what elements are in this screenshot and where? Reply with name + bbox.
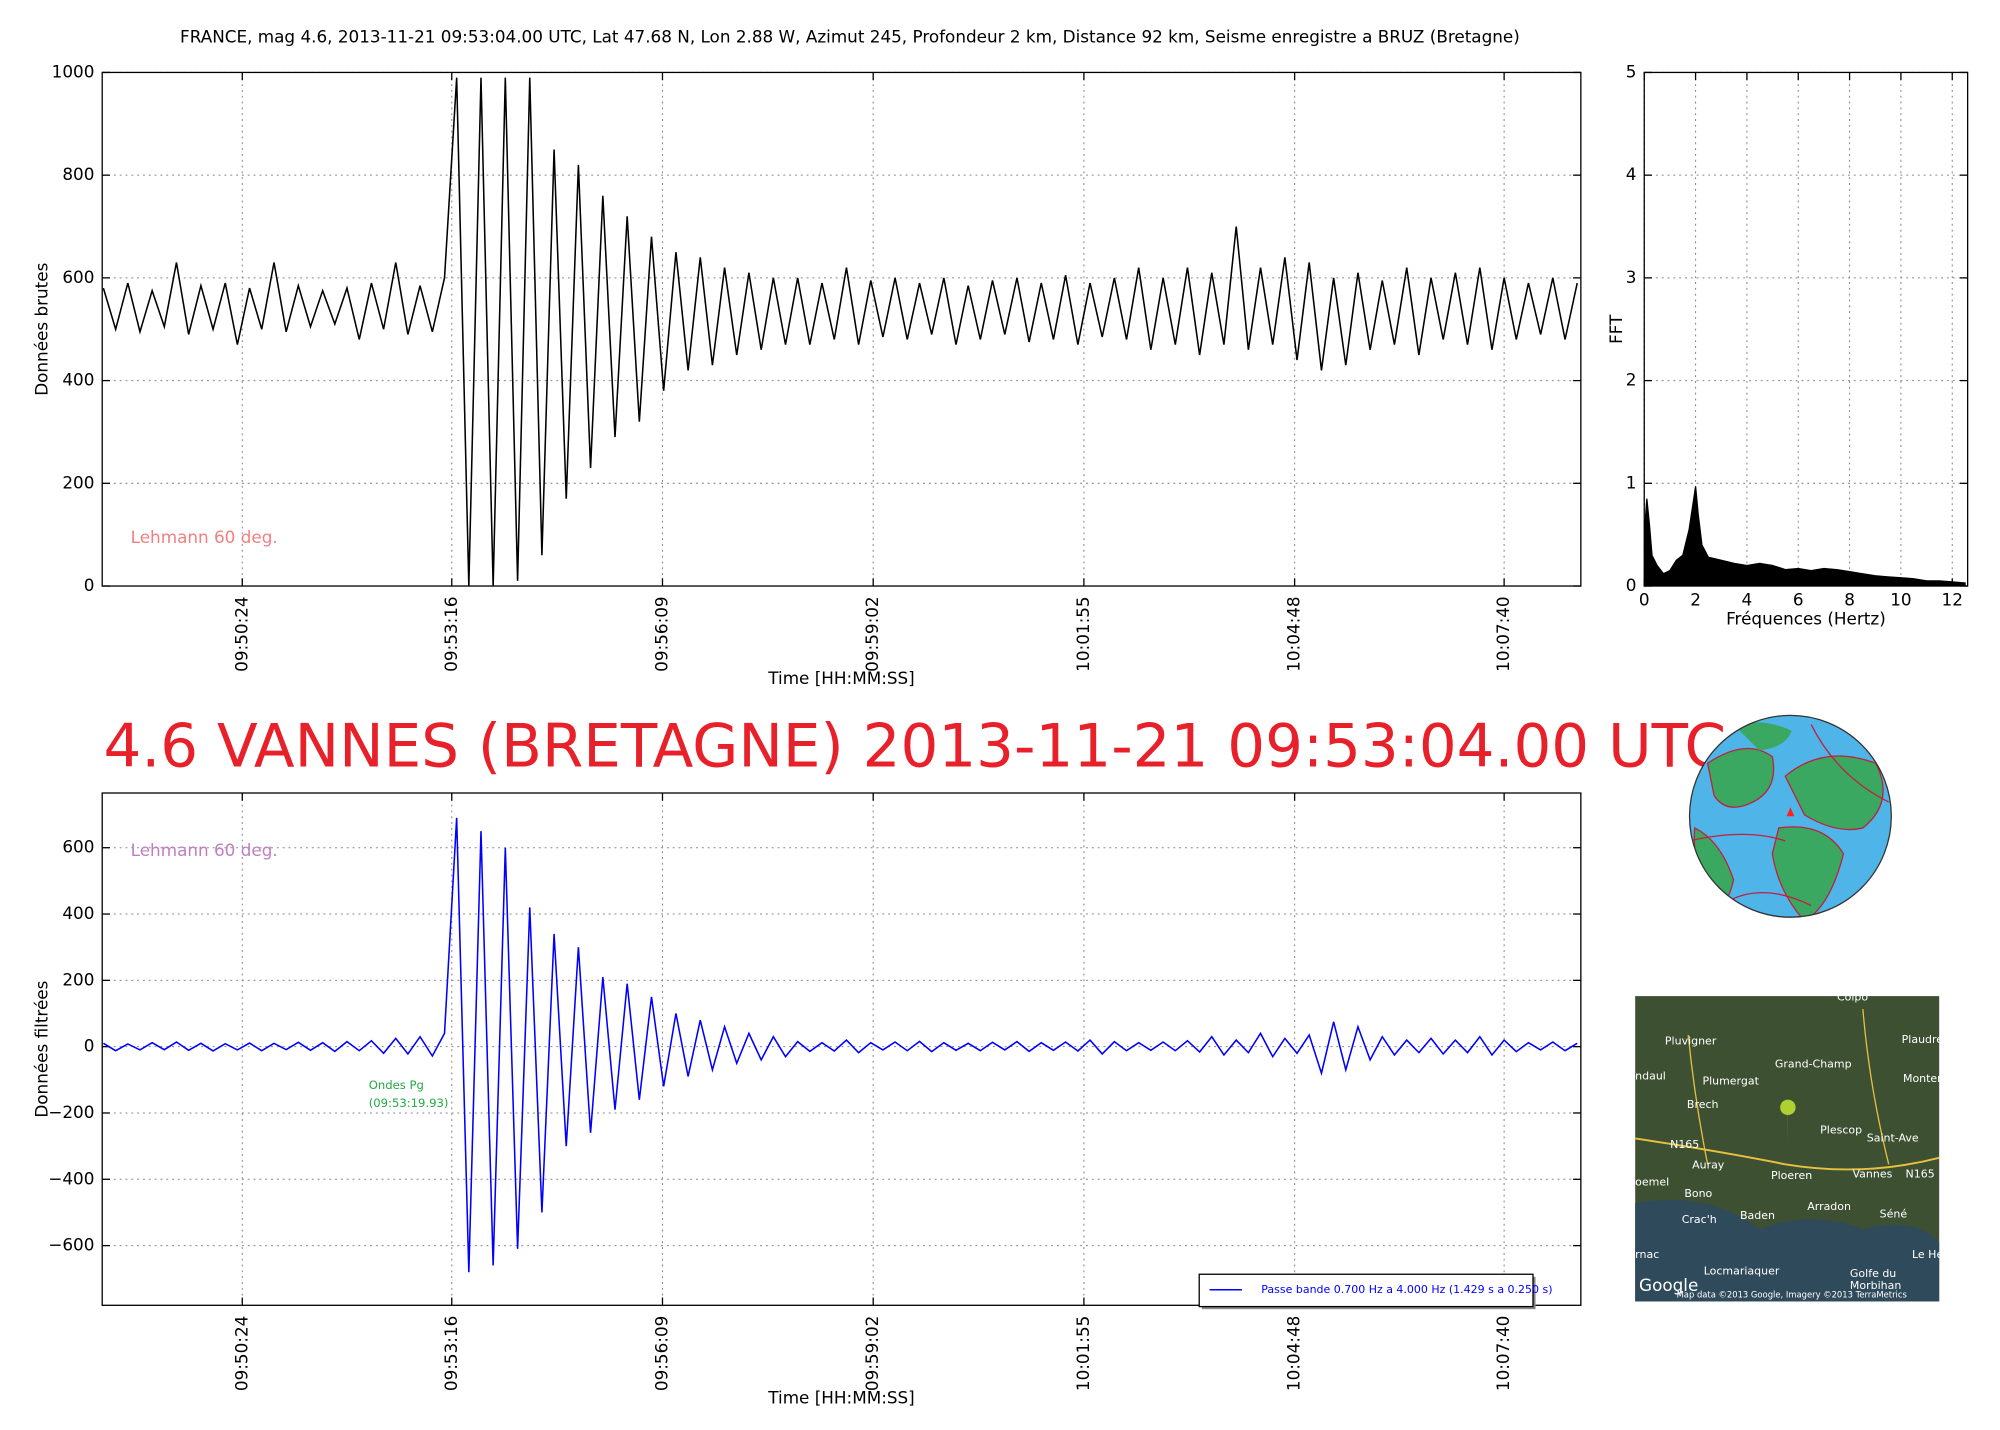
map-label: Brech [1687, 1098, 1719, 1111]
y-tick-label: 0 [84, 1036, 95, 1056]
map-label: Vannes [1853, 1168, 1893, 1181]
y-tick-label: 400 [62, 370, 94, 390]
map-label: Baden [1740, 1209, 1775, 1222]
y-tick-label: 0 [84, 575, 95, 595]
map-label: Plaudren [1902, 1033, 1950, 1046]
x-tick-label: 10:04:48 [1284, 596, 1304, 671]
y-axis-label: Données filtrées [32, 981, 52, 1118]
map-label: Morbihan [1850, 1279, 1901, 1292]
annotation: Ondes Pg [369, 1078, 424, 1092]
map-label: oemel [1635, 1175, 1669, 1188]
map-label: Pluvigner [1665, 1034, 1717, 1047]
x-tick-label: 10 [1890, 589, 1911, 609]
y-tick-label: 3 [1626, 267, 1637, 287]
map-label: Auray [1692, 1159, 1725, 1172]
map-label: N165 [1906, 1168, 1935, 1181]
map-label: Grand-Champ [1775, 1058, 1852, 1071]
x-tick-label: 10:07:40 [1493, 1316, 1513, 1391]
figure-title: FRANCE, mag 4.6, 2013-11-21 09:53:04.00 … [180, 27, 1520, 47]
map-label: Le Hézo [1912, 1248, 1956, 1261]
annotation: Lehmann 60 deg. [131, 840, 278, 860]
x-tick-label: 10:01:55 [1073, 1316, 1093, 1391]
annotation: Lehmann 60 deg. [131, 527, 278, 547]
waveform [102, 817, 1578, 1273]
x-tick-label: 10:07:40 [1493, 596, 1513, 671]
plot-frame [1643, 71, 1969, 587]
map-label: Saint-Ave [1867, 1131, 1919, 1144]
x-tick-label: 09:50:24 [231, 596, 251, 671]
x-tick-label: 4 [1742, 589, 1753, 609]
map-label: Plumergat [1702, 1074, 1759, 1087]
x-tick-label: 09:59:02 [862, 1316, 882, 1391]
headline: 4.6 VANNES (BRETAGNE) 2013-11-21 09:53:0… [104, 712, 1727, 781]
map-label: Map data ©2013 Google, Imagery ©2013 Ter… [1677, 1289, 1907, 1299]
x-tick-label: 10:04:48 [1284, 1316, 1304, 1391]
x-axis-label: Fréquences (Hertz) [1726, 609, 1886, 629]
map-label: N165 [1670, 1138, 1699, 1151]
x-axis-label: Time [HH:MM:SS] [767, 1387, 914, 1407]
y-tick-label: 600 [62, 837, 94, 857]
map-label: Arradon [1807, 1200, 1851, 1213]
map-label: Plescop [1820, 1124, 1862, 1137]
map-label: Google [1639, 1275, 1698, 1295]
y-tick-label: 600 [62, 267, 94, 287]
y-tick-label: 400 [62, 903, 94, 923]
x-tick-label: 09:56:09 [651, 1316, 671, 1391]
map-label: Ploeren [1771, 1169, 1812, 1182]
y-tick-label: 800 [62, 164, 94, 184]
waveform [102, 77, 1578, 587]
x-tick-label: 12 [1942, 589, 1963, 609]
satellite-map [1635, 996, 1940, 1302]
map-label: ndaul [1635, 1069, 1666, 1082]
y-tick-label: −600 [48, 1235, 94, 1255]
y-tick-label: 2 [1626, 370, 1637, 390]
x-tick-label: 09:56:09 [651, 596, 671, 671]
y-axis-label: FFT [1606, 314, 1626, 344]
legend-label: Passe bande 0.700 Hz a 4.000 Hz (1.429 s… [1261, 1283, 1552, 1296]
x-tick-label: 0 [1639, 589, 1650, 609]
x-tick-label: 09:50:24 [231, 1316, 251, 1391]
y-tick-label: −200 [48, 1102, 94, 1122]
map-label: Crac'h [1682, 1213, 1717, 1226]
x-tick-label: 2 [1690, 589, 1701, 609]
y-tick-label: 200 [62, 472, 94, 492]
legend-box [1198, 1273, 1534, 1308]
map-label: Colpo [1837, 990, 1868, 1003]
annotation: (09:53:19.93) [369, 1096, 449, 1110]
x-tick-label: 09:53:16 [441, 1316, 461, 1391]
y-tick-label: 0 [1626, 575, 1637, 595]
x-tick-label: 09:53:16 [441, 596, 461, 671]
map-label: Locmariaquer [1704, 1265, 1780, 1278]
map-label: Golfe du [1850, 1267, 1896, 1280]
globe [1689, 715, 1892, 918]
y-tick-label: 200 [62, 969, 94, 989]
map-label: Séné [1880, 1208, 1908, 1221]
x-tick-label: 10:01:55 [1073, 596, 1093, 671]
y-axis-label: Données brutes [32, 263, 52, 396]
x-tick-label: 6 [1793, 589, 1804, 609]
y-tick-label: −400 [48, 1168, 94, 1188]
map-label: rnac [1635, 1248, 1659, 1261]
y-tick-label: 4 [1626, 164, 1637, 184]
y-tick-label: 1000 [52, 61, 95, 81]
plot-frame [101, 792, 1582, 1306]
map-label: Bono [1684, 1187, 1712, 1200]
y-tick-label: 5 [1626, 61, 1637, 81]
x-axis-label: Time [HH:MM:SS] [767, 668, 914, 688]
y-tick-label: 1 [1626, 472, 1637, 492]
x-tick-label: 8 [1844, 589, 1855, 609]
plot-frame [101, 71, 1582, 587]
x-tick-label: 09:59:02 [862, 596, 882, 671]
globe-outline [1688, 714, 1892, 918]
spectrum-area [1644, 486, 1966, 587]
map-label: Monter [1903, 1072, 1942, 1085]
